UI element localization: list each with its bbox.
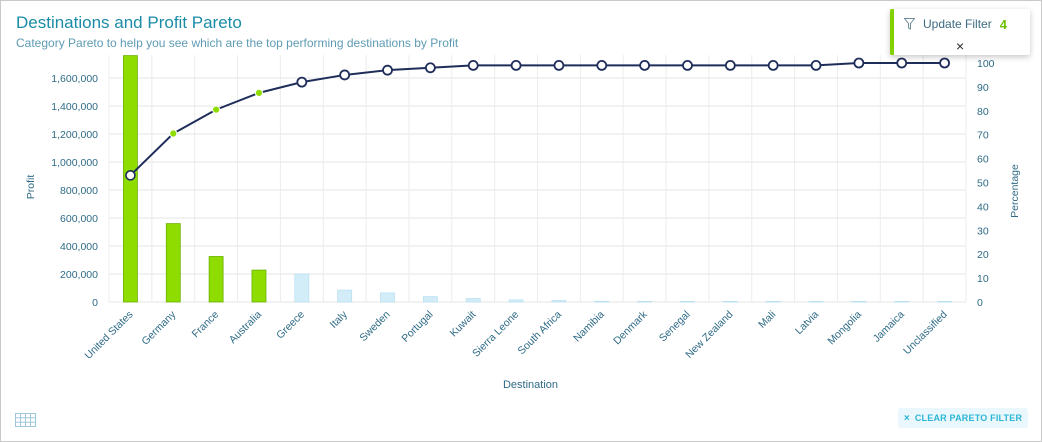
line-point (682, 59, 693, 71)
bar (165, 223, 181, 303)
line-point (939, 57, 950, 69)
bar (765, 300, 781, 303)
line-point (896, 57, 908, 69)
line-point (767, 59, 779, 71)
y-tick-label: 600,000 (60, 213, 98, 225)
x-tick-label: Latvia (793, 309, 821, 337)
x-tick-label: Italy (328, 308, 351, 331)
line-point (382, 64, 393, 76)
y-tick-label: 1,400,000 (51, 101, 98, 113)
line-point (853, 57, 865, 69)
x-tick-label: Germany (139, 308, 179, 348)
line-point (596, 59, 608, 71)
bar (680, 300, 695, 303)
bar (208, 256, 224, 303)
y2-tick-label: 60 (977, 154, 989, 166)
update-filter-popup: Update Filter 4 × (890, 9, 1030, 55)
x-tick-label: Greece (274, 309, 307, 342)
line-point (810, 59, 822, 71)
line-point (254, 88, 264, 97)
line-point (424, 62, 436, 74)
x-tick-label: Denmark (611, 308, 650, 347)
y-tick-label: 1,600,000 (51, 73, 98, 85)
x-tick-label: Sierra Leone (470, 309, 521, 360)
y2-tick-label: 30 (977, 225, 989, 237)
bar (894, 300, 910, 303)
line-point (212, 105, 221, 114)
bar (937, 300, 952, 303)
y2-tick-label: 70 (977, 130, 989, 142)
cumulative-percentage-line (129, 62, 945, 177)
x-tick-label: Australia (227, 309, 264, 346)
y2-tick-label: 90 (977, 82, 989, 94)
y2-tick-label: 50 (977, 178, 989, 190)
y2-tick-label: 20 (977, 249, 989, 261)
bar (808, 300, 824, 303)
x-tick-label: Portugal (399, 309, 435, 345)
chart-subtitle: Category Pareto to help you see which ar… (16, 36, 459, 50)
line-point (467, 59, 479, 71)
filter-icon (904, 18, 915, 30)
y-tick-label: 400,000 (60, 241, 98, 253)
update-filter-button[interactable]: Update Filter 4 (904, 15, 1007, 33)
y2-tick-label: 0 (977, 297, 983, 309)
line-point (169, 129, 178, 138)
x-tick-label: Kuwait (448, 309, 479, 340)
y-tick-label: 0 (92, 297, 98, 309)
y-tick-label: 1,000,000 (51, 157, 98, 169)
chart-title: Destinations and Profit Pareto (16, 13, 242, 32)
y-tick-label: 1,200,000 (51, 129, 98, 141)
line-point (510, 59, 522, 71)
bar (551, 300, 567, 303)
bar (722, 300, 738, 303)
y2-tick-label: 10 (977, 273, 989, 285)
bar (294, 273, 310, 303)
bar (594, 300, 610, 303)
clear-pareto-filter-label: CLEAR PARETO FILTER (914, 413, 1023, 423)
line-point (339, 69, 351, 81)
y2-axis-title: Percentage (1009, 164, 1021, 218)
x-axis-title: Destination (503, 379, 558, 391)
update-filter-label: Update Filter (923, 17, 992, 31)
x-tick-label: Senegal (657, 309, 693, 345)
y2-tick-label: 100 (977, 58, 995, 70)
bar (508, 299, 524, 303)
filter-count-badge: 4 (999, 16, 1007, 32)
bar (851, 300, 867, 303)
x-tick-label: Unclassified (901, 309, 950, 358)
x-tick-label: Jamaica (871, 309, 907, 345)
line-point (639, 59, 651, 71)
bar (637, 300, 653, 303)
x-tick-label: Mongolia (825, 309, 864, 348)
y-tick-label: 200,000 (60, 269, 98, 281)
line-point (553, 59, 565, 71)
bar (422, 296, 438, 303)
y-axis-title: Profit (25, 175, 37, 200)
x-tick-label: Mali (756, 309, 778, 331)
x-tick-label: South Africa (516, 309, 565, 358)
bar (337, 289, 353, 303)
y2-tick-label: 40 (977, 201, 989, 213)
y-tick-label: 800,000 (60, 185, 98, 197)
x-tick-label: Sweden (357, 309, 392, 344)
table-view-icon[interactable] (15, 413, 36, 427)
line-point (125, 170, 136, 181)
line-point (724, 59, 736, 71)
bar (380, 292, 395, 303)
line-point (296, 76, 308, 88)
x-tick-label: France (190, 309, 222, 341)
x-tick-label: Namibia (571, 309, 607, 345)
close-icon[interactable]: × (956, 38, 965, 54)
y2-tick-label: 80 (977, 106, 989, 118)
bar (465, 298, 481, 303)
clear-pareto-filter-button[interactable]: × CLEAR PARETO FILTER (898, 408, 1028, 428)
x-tick-label: United States (82, 309, 135, 362)
bar (251, 269, 267, 303)
clear-x-icon: × (903, 412, 910, 424)
